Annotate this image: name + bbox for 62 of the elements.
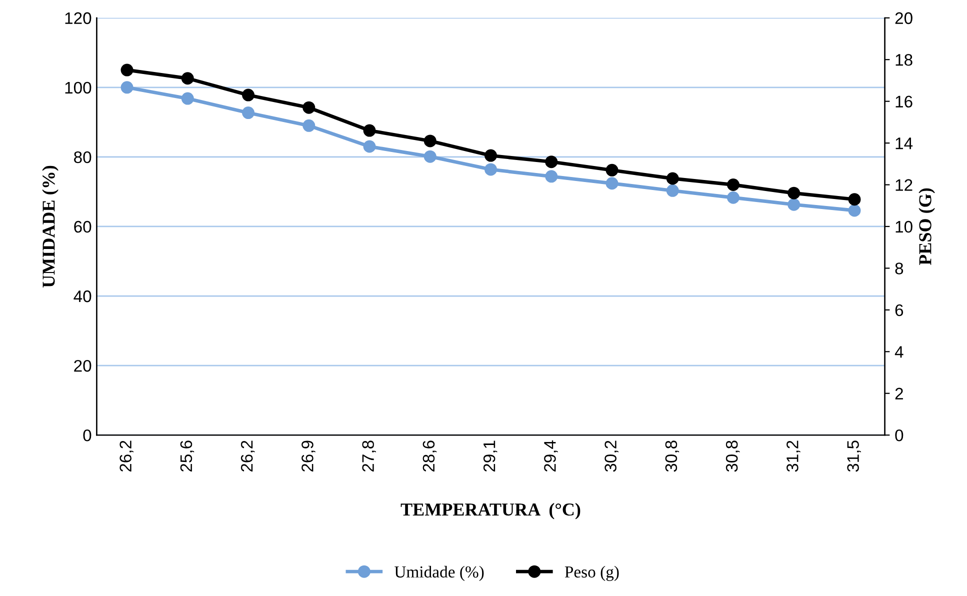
point: [666, 172, 679, 185]
y2-tick-label: 2: [895, 388, 903, 400]
y2-tick-label: 10: [896, 220, 912, 233]
y2-tick-label: 16: [896, 96, 912, 108]
y2-tick-label: 14: [896, 138, 913, 150]
y2-tick-label: 18: [896, 54, 912, 66]
y-tick-label: 40: [74, 290, 92, 302]
y-tick-label: 100: [65, 82, 92, 94]
point: [363, 140, 376, 153]
x-tick-label: 28,6: [422, 440, 437, 472]
legend-label: Umidade (%): [394, 566, 484, 581]
point: [181, 92, 194, 105]
x-tick-label: 25,6: [180, 440, 194, 472]
x-tick-label: 30,8: [665, 440, 680, 472]
point: [545, 170, 558, 183]
point: [120, 81, 134, 94]
point: [726, 191, 740, 204]
x-tick-label: 31,2: [786, 440, 800, 472]
y2-tick-label: 6: [895, 304, 904, 316]
x-tick-label: 29,1: [483, 440, 498, 472]
point: [424, 150, 436, 163]
y2-tick-label: 0: [895, 429, 904, 442]
point: [424, 134, 436, 148]
y2-tick-label: 12: [896, 179, 912, 191]
point: [726, 178, 740, 192]
y-tick-label: 80: [74, 151, 92, 164]
point: [242, 106, 255, 120]
point: [606, 177, 618, 190]
y2-tick-label: 4: [894, 346, 904, 358]
point: [484, 149, 498, 162]
x-tick-label: 27,8: [362, 440, 376, 472]
point: [788, 198, 800, 211]
point: [788, 186, 800, 200]
x-tick-label: 26,2: [120, 440, 134, 472]
x-tick-label: 26,2: [240, 440, 255, 472]
y-tick-label: 0: [83, 429, 92, 442]
point: [242, 88, 255, 102]
point: [302, 101, 316, 114]
point: [363, 124, 376, 137]
y-tick-label: 120: [65, 12, 92, 24]
point: [606, 164, 618, 176]
y-tick-label: 20: [74, 360, 92, 372]
point: [848, 193, 861, 206]
x-tick-label: 29,4: [544, 440, 558, 472]
x-tick-label: 30,2: [604, 440, 618, 472]
x-tick-label: 30,8: [726, 440, 740, 472]
x-axis-title: TEMPERATURA (°C): [400, 502, 580, 520]
y-axis-title: UMIDADE (%): [42, 166, 58, 288]
y2-axis-title: PESO (G): [918, 188, 935, 266]
point: [545, 156, 558, 168]
point: [302, 119, 316, 132]
y2-tick-label: 8: [895, 262, 904, 274]
y2-tick-label: 20: [895, 12, 912, 24]
x-tick-label: 31,5: [847, 440, 861, 472]
x-tick-label: 26,9: [302, 440, 316, 472]
point: [484, 163, 498, 176]
legend-label: Peso (g): [564, 566, 619, 581]
point: [120, 64, 134, 76]
y-tick-label: 60: [74, 220, 92, 233]
point: [181, 72, 194, 85]
point: [666, 184, 679, 197]
point: [848, 204, 861, 217]
